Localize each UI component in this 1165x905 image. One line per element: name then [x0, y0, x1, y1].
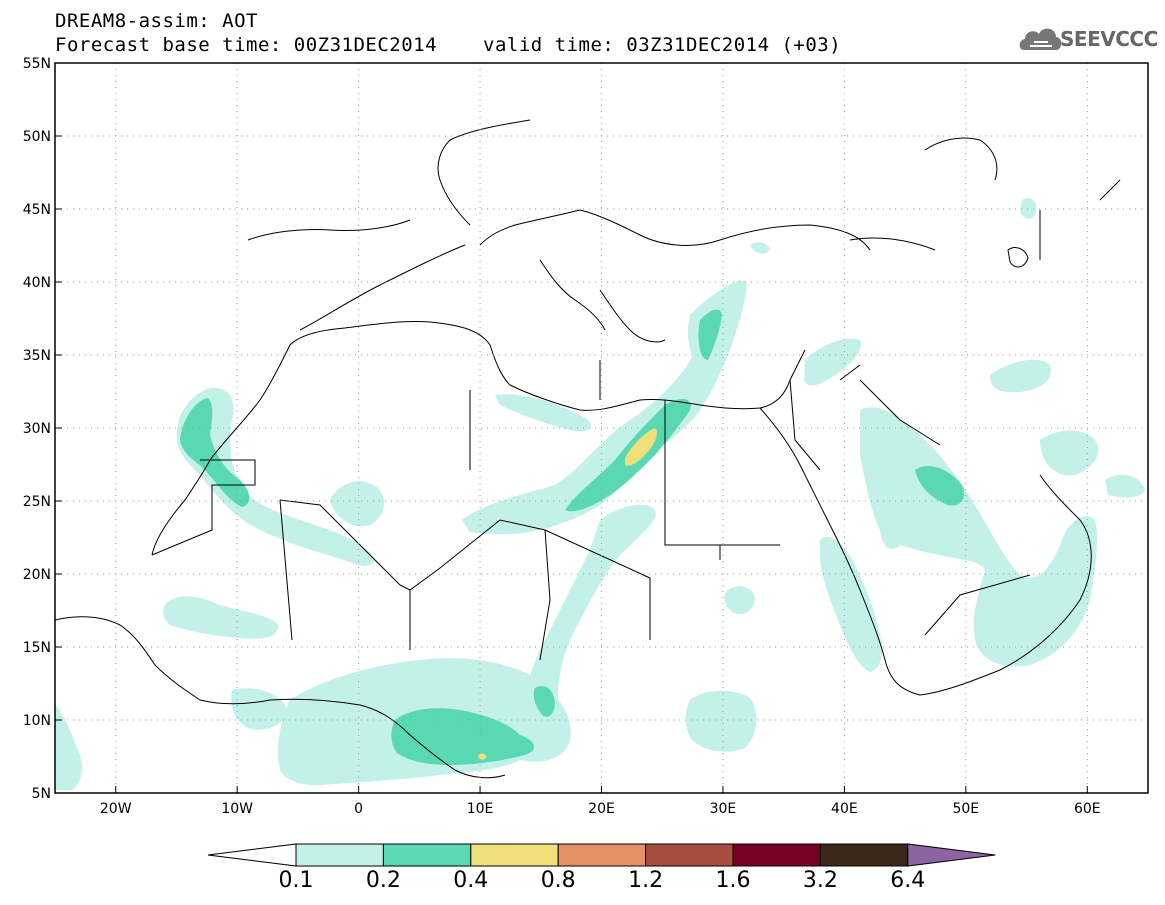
lat-tick-label: 25N	[23, 494, 51, 510]
colorbar-swatch	[732, 843, 821, 867]
cloud-icon	[1019, 28, 1062, 50]
lat-tick-label: 30N	[23, 421, 51, 437]
colorbar-label: 0.2	[365, 868, 401, 893]
aot-field	[55, 198, 1145, 790]
lon-tick-label: 20W	[100, 801, 132, 817]
lat-tick-label: 50N	[23, 129, 51, 145]
lon-tick-label: 30E	[710, 801, 737, 817]
lat-tick-label: 35N	[23, 348, 51, 364]
colorbar-label: 0.4	[453, 868, 489, 893]
colorbar-label: 1.2	[628, 868, 664, 893]
colorbar-label: 3.2	[802, 868, 838, 893]
map-title: DREAM8-assim: AOT	[55, 10, 258, 32]
lat-tick-label: 40N	[23, 275, 51, 291]
colorbar-under-arrow	[207, 843, 297, 867]
lon-tick-label: 50E	[952, 801, 979, 817]
lat-tick-label: 10N	[23, 713, 51, 729]
colorbar-swatch	[470, 843, 559, 867]
colorbar	[207, 843, 996, 867]
forecast-base-time: Forecast base time: 00Z31DEC2014	[55, 34, 438, 56]
lat-tick-label: 45N	[23, 202, 51, 218]
lat-tick-label: 15N	[23, 640, 51, 656]
borders	[151, 179, 1121, 661]
lat-tick-label: 55N	[23, 56, 51, 72]
lon-tick-label: 10E	[467, 801, 494, 817]
colorbar-swatch	[645, 843, 734, 867]
coastlines	[54, 119, 1092, 779]
lon-tick-label: 0	[354, 801, 363, 817]
valid-time: valid time: 03Z31DEC2014 (+03)	[483, 34, 842, 56]
colorbar-label: 0.8	[540, 868, 576, 893]
colorbar-label: 1.6	[715, 868, 751, 893]
colorbar-label: 6.4	[890, 868, 926, 893]
colorbar-swatch	[819, 843, 909, 867]
logo-text: SEEVCCC	[1060, 27, 1158, 51]
lon-tick-label: 10W	[221, 801, 253, 817]
colorbar-swatch	[295, 843, 384, 867]
lat-tick-label: 5N	[32, 786, 51, 802]
colorbar-swatch	[382, 843, 472, 867]
colorbar-label: 0.1	[278, 868, 314, 893]
lon-tick-label: 20E	[588, 801, 615, 817]
lon-tick-label: 60E	[1074, 801, 1101, 817]
lon-tick-label: 40E	[831, 801, 858, 817]
colorbar-swatch	[557, 843, 647, 867]
colorbar-over-arrow	[907, 843, 996, 867]
lat-tick-label: 20N	[23, 567, 51, 583]
